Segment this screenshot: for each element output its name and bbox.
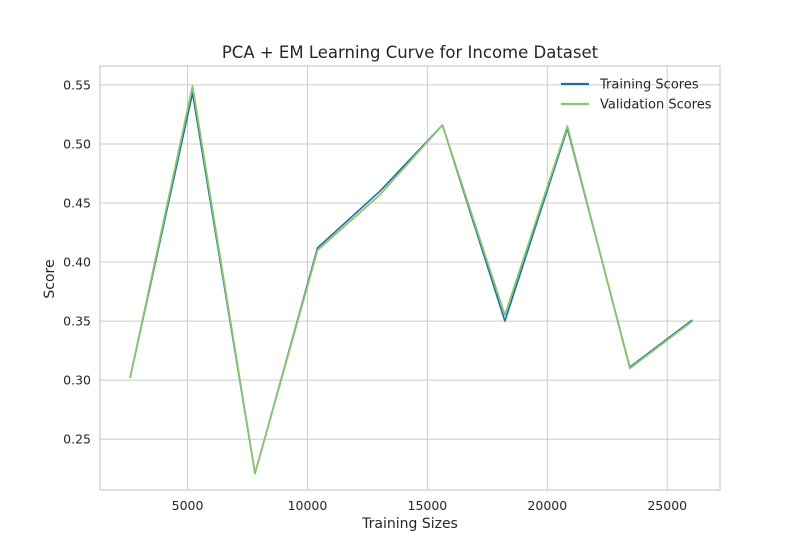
y-tick-label: 0.50 [63,136,91,151]
x-tick-label: 5000 [172,498,204,513]
legend: Training Scores Validation Scores [561,78,712,113]
y-tick-label: 0.45 [63,196,91,211]
y-tick-label: 0.25 [63,432,91,447]
y-axis-ticks: 0.25 0.30 0.35 0.40 0.45 0.50 0.55 [63,77,91,446]
series-line-validation-scores [129,85,693,475]
series-lines [129,85,693,475]
y-tick-label: 0.55 [63,77,91,92]
x-tick-label: 25000 [647,498,687,513]
x-axis-ticks: 5000 10000 15000 20000 25000 [172,498,688,513]
x-tick-label: 10000 [288,498,328,513]
y-tick-label: 0.35 [63,314,91,329]
x-tick-label: 20000 [527,498,567,513]
legend-label: Training Scores [599,78,699,93]
plot-area-frame [99,65,721,491]
x-tick-label: 15000 [408,498,448,513]
grid-lines [100,66,720,490]
chart-title: PCA + EM Learning Curve for Income Datas… [222,43,599,62]
y-tick-label: 0.30 [63,373,91,388]
y-axis-label: Score [42,259,58,298]
x-axis-label: Training Sizes [361,516,458,532]
y-tick-label: 0.40 [63,255,91,270]
legend-label: Validation Scores [600,98,712,113]
